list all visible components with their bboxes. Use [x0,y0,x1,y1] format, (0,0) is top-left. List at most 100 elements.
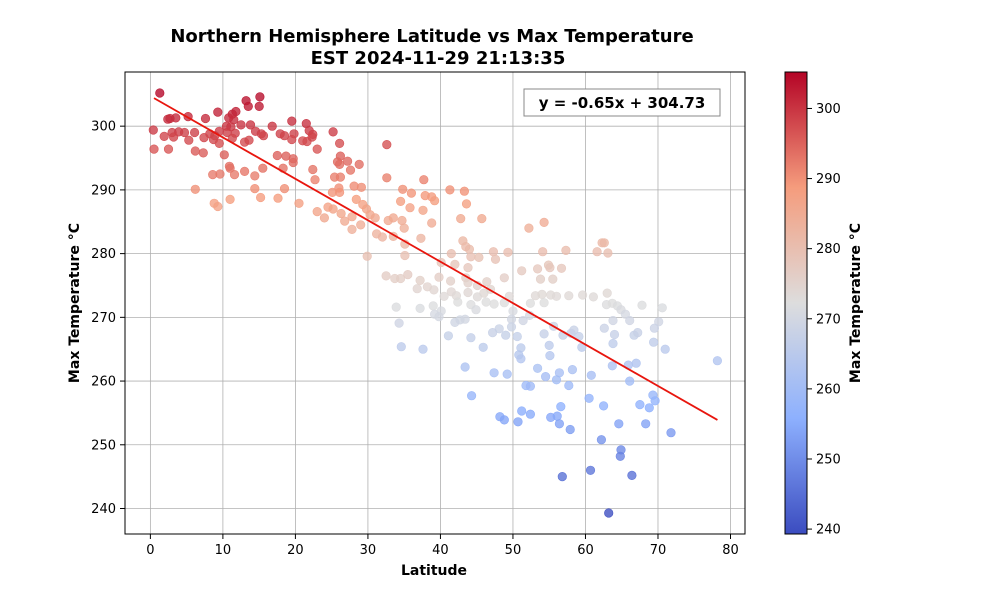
data-point [287,116,297,126]
data-point [599,323,609,333]
data-point [539,217,549,227]
data-point [604,508,614,518]
data-point [506,322,517,332]
colorbar-tick-label: 270 [816,312,841,327]
plot-frame [124,71,746,535]
data-point [460,362,470,372]
x-tick-label: 40 [432,543,449,558]
data-point [540,372,551,382]
data-point [592,247,602,257]
data-point [482,277,492,287]
data-point [599,238,609,248]
data-point [712,356,723,366]
colorbar-tick-label: 290 [816,172,841,187]
data-point [215,169,225,179]
data-point [557,472,567,482]
data-point [463,287,473,298]
data-point [537,289,547,300]
data-point [335,172,346,182]
data-point [499,415,509,425]
data-point [190,127,200,138]
data-point [502,369,512,379]
y-tick-label: 270 [91,311,116,326]
data-point [159,131,169,141]
data-point [501,330,511,340]
data-point [406,188,417,198]
data-point [312,207,322,217]
data-point [340,216,350,226]
data-point [279,131,290,141]
x-tick-label: 20 [287,543,304,558]
data-point [396,342,406,352]
data-point [396,273,406,284]
data-point [396,196,406,206]
data-point [443,331,454,341]
colorbar-tick-label: 300 [816,102,841,117]
data-point [430,196,440,206]
data-point [258,131,269,141]
data-point [513,417,523,427]
data-point [419,175,429,185]
x-tick-label: 60 [577,543,594,558]
data-point [635,400,645,410]
colorbar-ticks: 240 250 260 270 280 290 300 [807,102,841,538]
data-point [190,184,200,194]
data-point [588,292,599,302]
data-point [382,140,392,150]
y-tick-label: 250 [91,438,116,453]
colorbar [784,71,808,535]
x-tick-label: 80 [722,543,739,558]
y-tick-label: 280 [91,247,116,262]
chart-title-line1: Northern Hemisphere Latitude vs Max Temp… [170,26,693,47]
data-point [279,184,290,194]
data-point [450,317,460,328]
data-point [474,252,484,262]
data-point [564,291,574,301]
data-point [148,125,158,135]
regression-equation-box: y = -0.65x + 304.73 [523,88,721,117]
data-point [450,259,460,270]
data-point [155,88,165,98]
data-point [648,337,659,347]
data-point [416,233,426,243]
data-point [666,428,676,438]
data-point [382,173,392,183]
data-point [446,249,456,259]
data-point [608,315,618,326]
data-point [471,305,481,315]
data-point [577,290,588,300]
data-point [551,291,562,301]
data-point [657,303,667,313]
data-point [412,284,422,294]
data-point [564,380,574,391]
data-point [213,201,223,212]
x-axis-ticks: 0 10 20 30 40 50 60 70 80 [146,534,739,558]
data-point [543,260,554,270]
data-point [460,314,470,324]
data-point [336,208,346,219]
colorbar-tick-label: 250 [816,452,841,467]
data-point [434,312,444,322]
data-point [294,198,304,208]
chart-title-line2: EST 2024-11-29 21:13:35 [311,48,566,69]
data-point [347,212,357,222]
data-point [347,224,357,234]
data-point [198,148,208,158]
data-point [445,185,455,195]
data-point [489,299,499,309]
data-point [415,303,425,314]
data-point [377,232,388,242]
data-point [427,218,437,228]
data-point [225,194,235,204]
data-point [250,171,260,181]
data-point [545,351,555,361]
data-point [518,315,528,326]
data-point [179,127,190,138]
data-point [428,301,438,311]
data-point [370,213,380,223]
data-point [354,159,364,169]
data-point [461,242,471,252]
data-point [467,391,477,401]
data-point [345,165,356,175]
data-point [478,342,488,352]
